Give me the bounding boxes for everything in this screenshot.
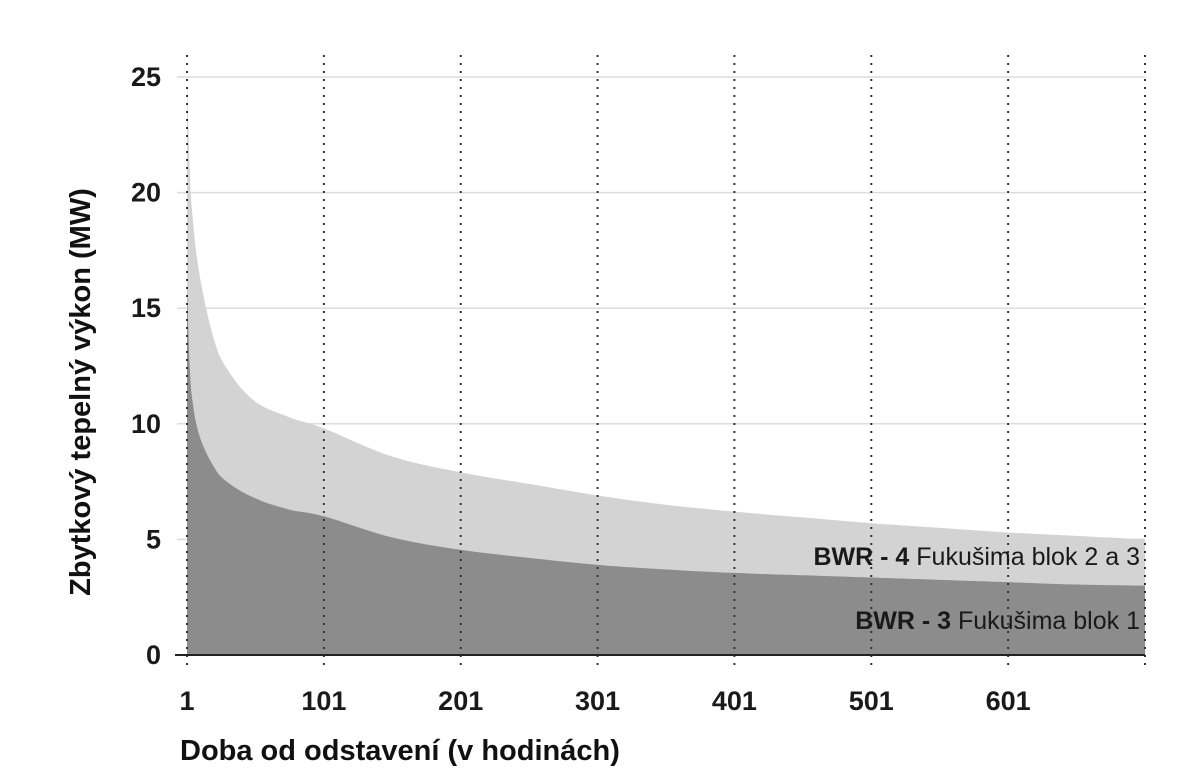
series-label-model-2: BWR - 3 [855, 607, 958, 635]
x-tick-label-401: 401 [712, 686, 757, 716]
series-label-1: BWR - 4 Fukušima blok 2 a 3 [814, 543, 1141, 571]
x-axis-title: Doba od odstavení (v hodinách) [180, 735, 620, 767]
series-label-model-1: BWR - 4 [814, 543, 917, 571]
x-tick-label-101: 101 [301, 686, 346, 716]
y-axis-ticks: 0 5 10 15 20 25 [131, 62, 161, 670]
series-labels: BWR - 4 Fukušima blok 2 a 3 BWR - 3 Fukuš… [814, 543, 1141, 635]
x-tick-label-1: 1 [179, 686, 194, 716]
series-areas [187, 77, 1145, 655]
x-tick-label-201: 201 [438, 686, 483, 716]
y-tick-label-0: 0 [146, 640, 161, 670]
series-area-1 [187, 77, 1145, 655]
series-label-unit-1: Fukušima blok 2 a 3 [916, 543, 1140, 571]
y-tick-label-20: 20 [131, 178, 161, 208]
x-tick-label-501: 501 [849, 686, 894, 716]
x-tick-label-301: 301 [575, 686, 620, 716]
vertical-gridlines [186, 55, 1146, 667]
y-axis-title: Zbytkový tepelný výkon (MW) [65, 188, 97, 596]
series-label-2: BWR - 3 Fukušima blok 1 [855, 607, 1140, 635]
x-tick-label-601: 601 [986, 686, 1031, 716]
series-area-2 [187, 285, 1145, 655]
y-tick-label-25: 25 [131, 62, 161, 92]
y-tick-label-15: 15 [131, 293, 161, 323]
y-tick-label-5: 5 [146, 524, 161, 554]
series-label-unit-2: Fukušima blok 1 [958, 607, 1140, 635]
y-tick-label-10: 10 [131, 409, 161, 439]
x-axis-ticks: 1 101 201 301 401 501 601 [179, 686, 1030, 716]
